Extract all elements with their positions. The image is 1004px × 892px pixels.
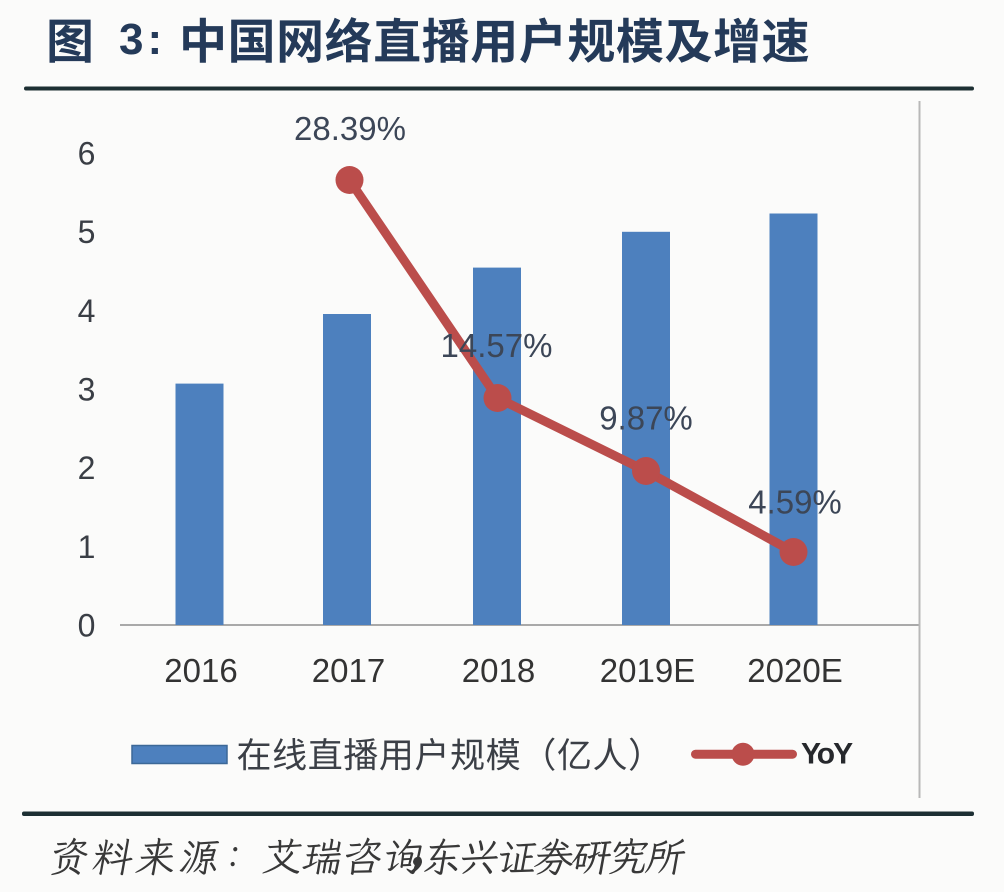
svg-text:1: 1 (78, 529, 96, 565)
svg-text:2018: 2018 (462, 652, 535, 689)
svg-text:6: 6 (78, 136, 96, 172)
svg-text:5: 5 (78, 214, 96, 250)
svg-text:28.39%: 28.39% (294, 110, 406, 147)
svg-text:2016: 2016 (164, 652, 237, 689)
svg-text:2019E: 2019E (600, 652, 695, 689)
svg-text:2020E: 2020E (747, 652, 842, 689)
svg-text:3:: 3: (119, 15, 166, 64)
svg-text:2: 2 (78, 450, 96, 486)
svg-text:0: 0 (78, 608, 96, 644)
svg-text:YoY: YoY (801, 738, 853, 771)
svg-text:14.57%: 14.57% (441, 327, 553, 364)
svg-text:2017: 2017 (312, 652, 385, 689)
svg-text:4.59%: 4.59% (748, 484, 842, 521)
svg-text:4: 4 (78, 293, 96, 329)
svg-text:9.87%: 9.87% (599, 400, 693, 437)
svg-text:3: 3 (78, 372, 96, 408)
